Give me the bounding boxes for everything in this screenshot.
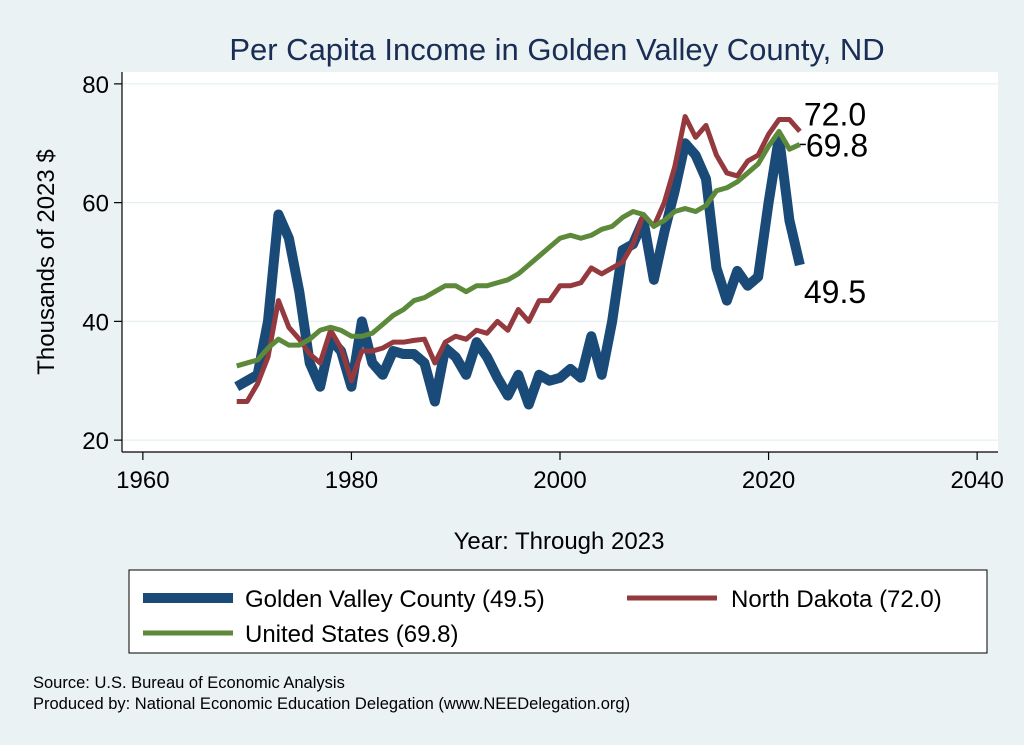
- series-line-north-dakota: [236, 114, 802, 405]
- series-line-county: [234, 132, 805, 410]
- legend-label-county: Golden Valley County (49.5): [245, 586, 545, 613]
- y-tick-label-20: 20: [82, 428, 109, 455]
- y-tick-label-80: 80: [82, 72, 109, 99]
- x-tick-label-1960: 1960: [116, 467, 169, 494]
- gridlines: [122, 83, 998, 441]
- x-axis-title: Year: Through 2023: [454, 528, 665, 555]
- x-tick-label-2000: 2000: [533, 467, 586, 494]
- chart-title: Per Capita Income in Golden Valley Count…: [229, 32, 884, 67]
- series-lines: [234, 114, 805, 410]
- legend-label-state: North Dakota (72.0): [731, 586, 942, 613]
- end-label-north-dakota: 72.0: [804, 96, 866, 132]
- end-value-labels: 49.5 72.069.8: [799, 96, 868, 310]
- y-axis-title: Thousands of 2023 $: [33, 149, 60, 375]
- produced-by-note: Produced by: National Economic Education…: [33, 695, 630, 713]
- series-line-united-states: [236, 128, 801, 369]
- legend-label-us: United States (69.8): [245, 621, 458, 648]
- x-tick-label-2040: 2040: [950, 467, 1003, 494]
- plot-area: [122, 72, 998, 452]
- legend-box: [128, 569, 988, 654]
- source-note: Source: U.S. Bureau of Economic Analysis: [33, 674, 345, 692]
- x-axis-ticks: 1960 1980 2000 2020 2040: [116, 452, 1004, 494]
- end-label-county: 49.5: [804, 274, 866, 310]
- y-axis-ticks: 20 40 60 80: [82, 72, 122, 455]
- end-label-united-states: 69.8: [806, 127, 868, 163]
- y-tick-label-60: 60: [82, 191, 109, 218]
- x-tick-label-1980: 1980: [325, 467, 378, 494]
- x-tick-label-2020: 2020: [742, 467, 795, 494]
- y-tick-label-40: 40: [82, 309, 109, 336]
